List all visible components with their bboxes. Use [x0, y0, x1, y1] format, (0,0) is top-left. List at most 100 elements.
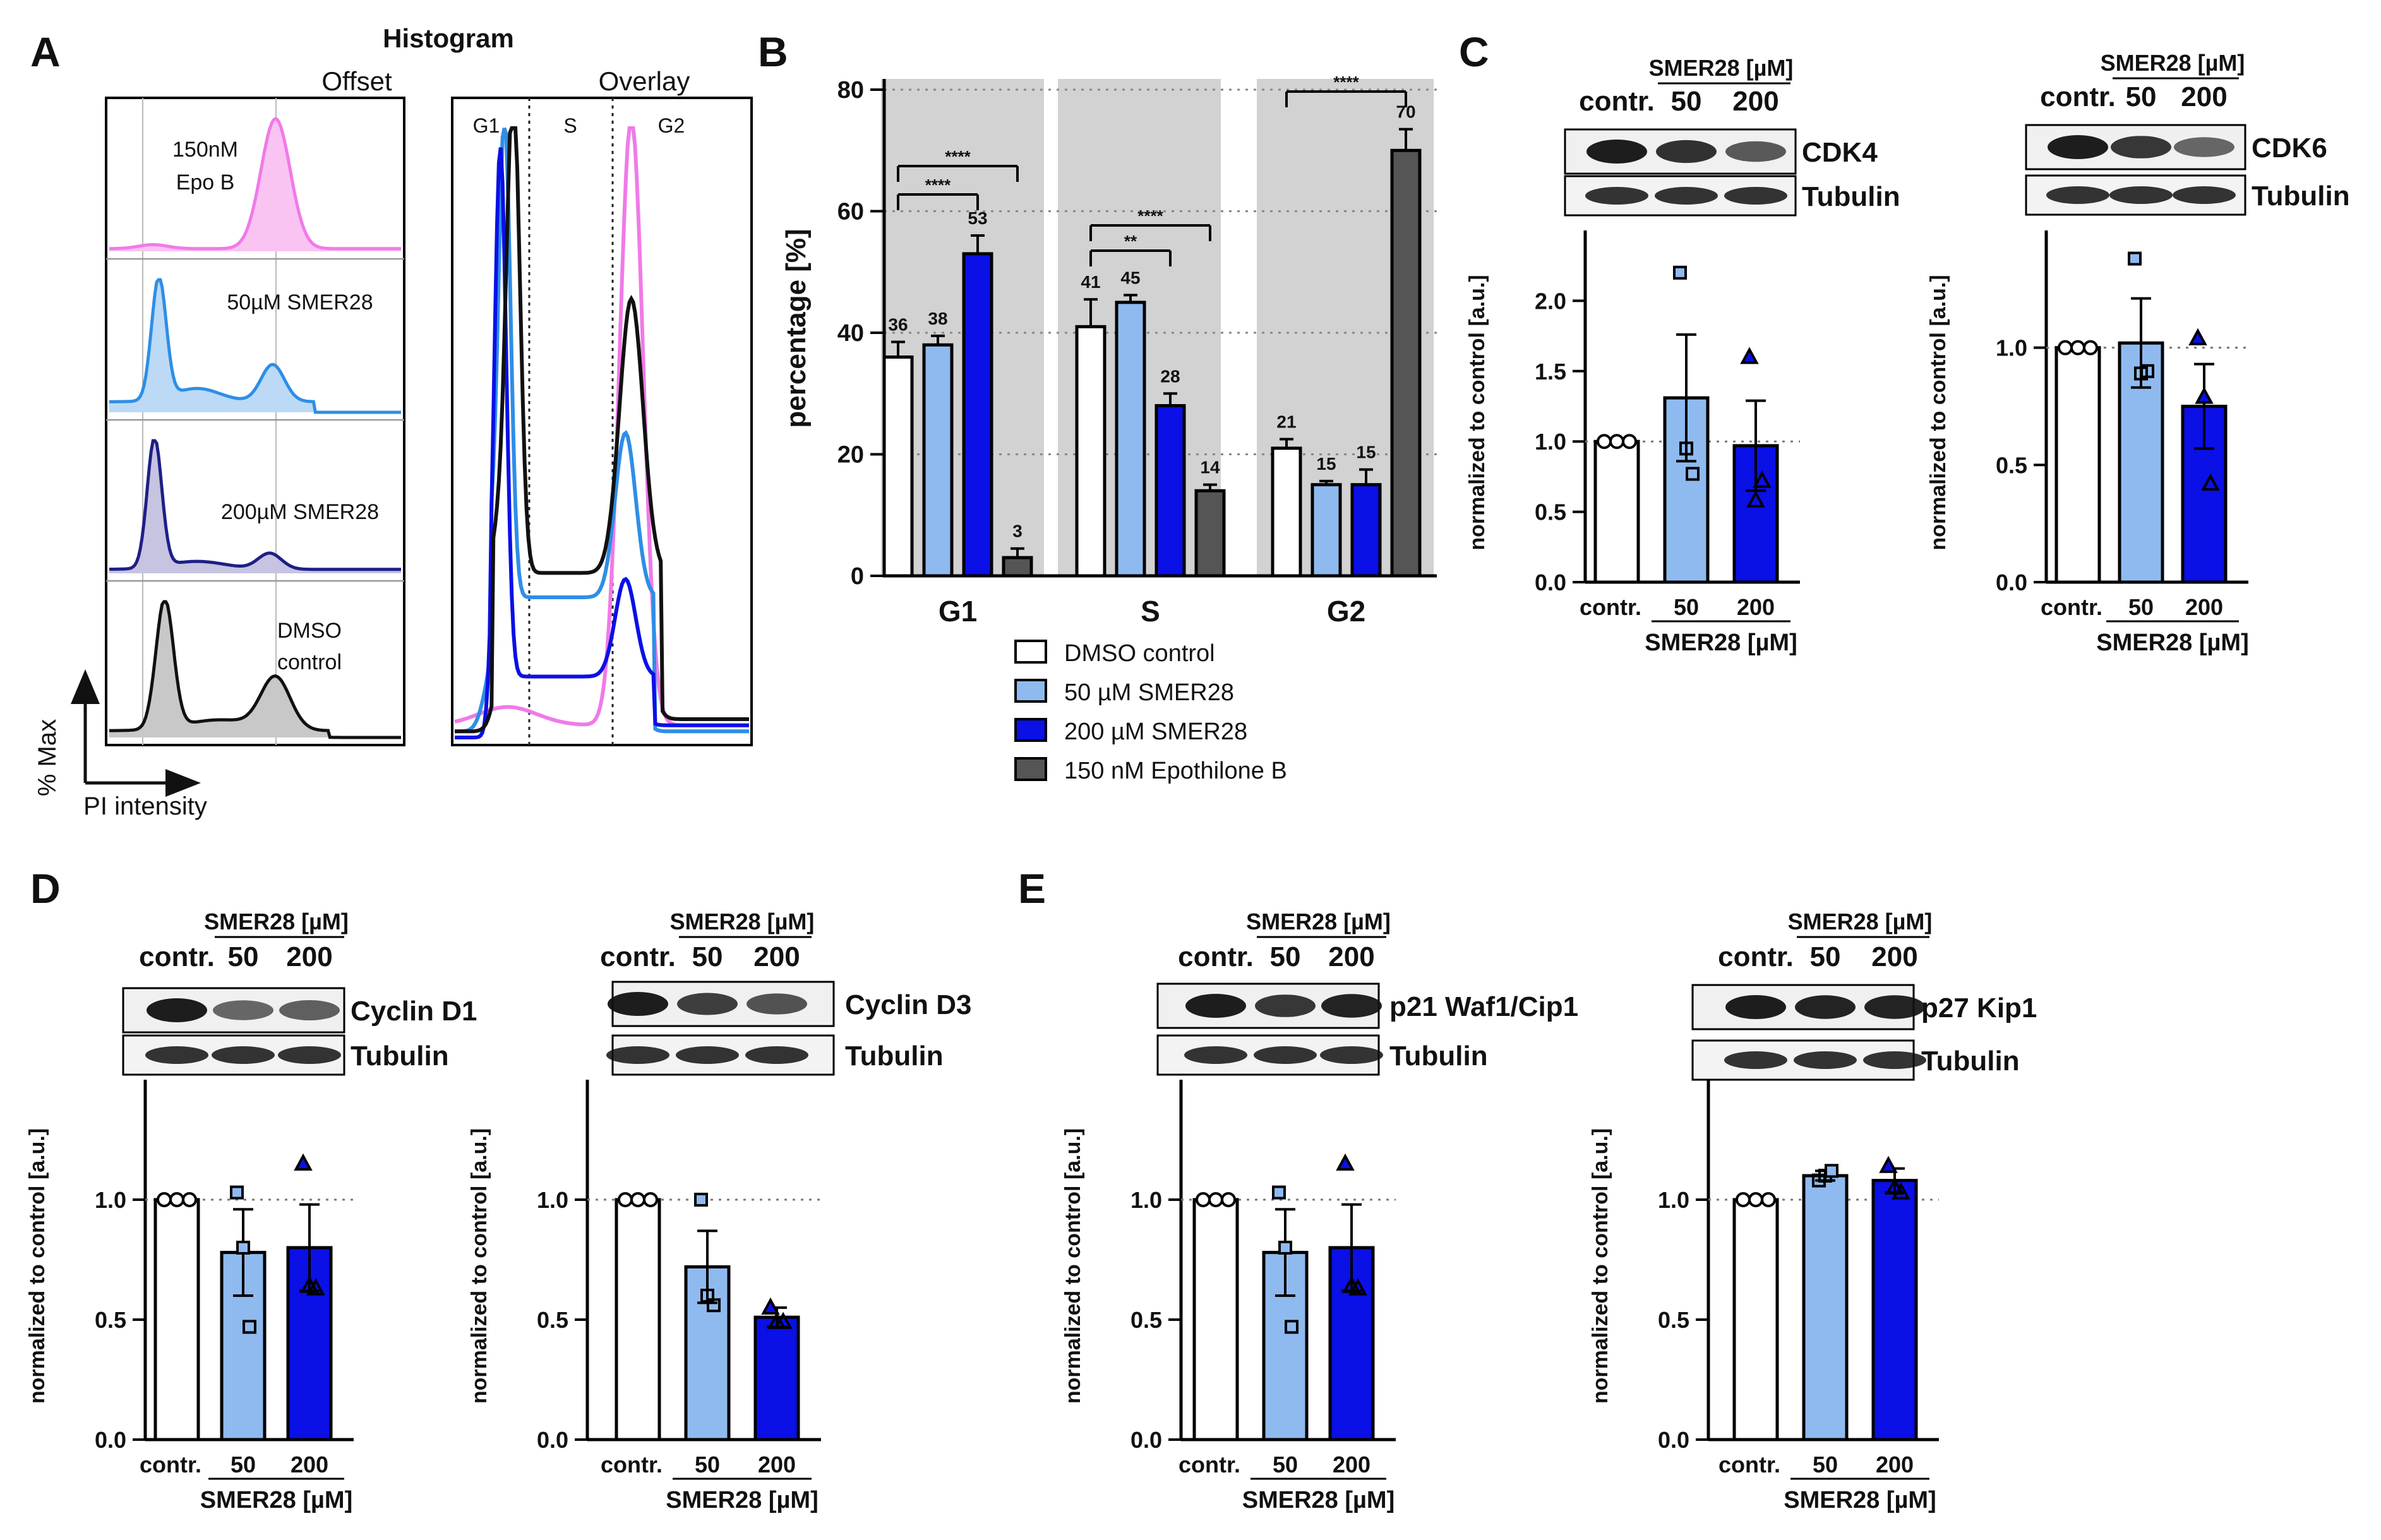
legend-label-1: 50 µM SMER28 — [1064, 679, 1234, 706]
quant-x-title-p27: SMER28 [µM] — [1784, 1487, 1936, 1513]
quant-point-CyclinD1-0-2 — [182, 1192, 197, 1207]
blot-protein-label-CyclinD3: Cyclin D3 — [845, 989, 972, 1020]
quant-x-title-CyclinD1: SMER28 [µM] — [200, 1487, 352, 1513]
band-protein-CDK6-0 — [2048, 135, 2108, 159]
quant-point-CDK6-2-2 — [2201, 473, 2220, 491]
phase-label-s: S — [563, 114, 577, 137]
bar-S-2 — [1155, 404, 1186, 578]
band-tubulin-p21-1 — [1254, 1046, 1317, 1064]
panel-b: B 0 20 40 60 80 percentage [%] 36 38 53 3 G1 41 45 28 1… — [758, 28, 1437, 628]
quant-x-label-contr-p21: contr. — [1179, 1452, 1240, 1477]
lane-label-contr-CDK6: contr. — [2040, 81, 2116, 112]
sig-label-1: **** — [925, 176, 951, 194]
quant-point-CDK6-0-2 — [2083, 340, 2098, 355]
bar-G2-3 — [1390, 148, 1422, 578]
lane-label-200-CyclinD1: 200 — [286, 941, 332, 972]
quant-bar-CyclinD3-2 — [753, 1315, 800, 1442]
quant-point-CyclinD1-0-1 — [169, 1192, 184, 1207]
band-protein-CyclinD3-2 — [747, 993, 807, 1015]
quant-y-tick-label-CyclinD3-0.5: 0.5 — [537, 1307, 568, 1333]
quant-point-CyclinD1-1-0 — [230, 1185, 244, 1200]
legend-swatch-2 — [1014, 718, 1047, 742]
blot-header-CDK6: SMER28 [µM] — [2101, 50, 2245, 76]
y-axis-title: percentage [%] — [781, 229, 812, 427]
panel-letter-d: D — [30, 865, 61, 912]
panel-a: A Histogram Offset Overlay 150nM Epo B 50µM SM… — [30, 23, 753, 820]
band-tubulin-p27-2 — [1863, 1051, 1926, 1069]
y-arrow-head — [71, 669, 100, 704]
quant-point-CyclinD3-1-0 — [694, 1193, 708, 1207]
quant-x-title-CyclinD3: SMER28 [µM] — [666, 1487, 818, 1513]
y-tick-label-60: 60 — [837, 199, 864, 225]
lane-label-200-p21: 200 — [1328, 941, 1374, 972]
quant-point-CDK6-1-0 — [2128, 251, 2142, 266]
band-protein-CDK6-1 — [2111, 136, 2171, 158]
value-label-G1-3: 3 — [1012, 522, 1023, 541]
quant-point-CDK4-0-0 — [1597, 434, 1612, 450]
quant-point-CyclinD3-0-2 — [643, 1192, 658, 1207]
quant-x-title-CDK4: SMER28 [µM] — [1645, 630, 1797, 656]
row-label-smer50: 50µM SMER28 — [227, 290, 373, 314]
bar-G1-3 — [1002, 556, 1033, 578]
quant-bar-p21-1 — [1262, 1251, 1309, 1442]
value-label-S-0: 41 — [1081, 272, 1100, 292]
band-tubulin-p21-0 — [1184, 1046, 1247, 1064]
lane-label-200-CDK4: 200 — [1732, 86, 1778, 117]
quant-point-CDK4-1-0 — [1673, 265, 1687, 280]
bar-G2-0 — [1271, 446, 1302, 578]
quant-point-CyclinD3-1-2 — [707, 1298, 721, 1313]
quant-y-tick-label-p21-0.5: 0.5 — [1131, 1307, 1162, 1333]
bar-S-0 — [1075, 325, 1107, 578]
quant-point-p21-1-1 — [1278, 1241, 1292, 1255]
quant-point-p27-0-2 — [1761, 1192, 1776, 1207]
sig-label-3: ** — [1124, 232, 1137, 251]
value-label-G2-0: 21 — [1276, 412, 1296, 431]
value-label-G2-2: 15 — [1356, 443, 1376, 462]
phase-label-g2: G2 — [658, 114, 685, 137]
histogram-line-2 — [109, 439, 401, 571]
quant-x-label-200-CyclinD1: 200 — [291, 1452, 328, 1477]
legend-swatch-3 — [1014, 757, 1047, 781]
blot-header-p27: SMER28 [µM] — [1788, 909, 1933, 934]
blot-header-p21: SMER28 [µM] — [1246, 909, 1391, 934]
lane-label-50-p27: 50 — [1810, 941, 1841, 972]
quant-x-label-200-CDK6: 200 — [2185, 594, 2223, 620]
quant-y-tick-label-CDK6-0.0: 0.0 — [1996, 570, 2027, 595]
row-label-epo-line2: Epo B — [176, 170, 235, 194]
quant-x-label-50-p27: 50 — [1813, 1452, 1838, 1477]
quant-y-tick-label-CDK4-1.0: 1.0 — [1535, 429, 1566, 455]
overlay-title: Overlay — [599, 66, 690, 96]
axis-label-pi: PI intensity — [83, 792, 207, 820]
quant-point-p21-1-2 — [1285, 1320, 1298, 1334]
bar-S-1 — [1115, 301, 1146, 578]
lane-label-200-CyclinD3: 200 — [753, 941, 800, 972]
quant-x-label-50-CyclinD3: 50 — [695, 1452, 720, 1477]
quant-y-tick-label-CDK4-0.0: 0.0 — [1535, 570, 1566, 595]
overlay-curve-2 — [455, 147, 749, 739]
quant-x-label-200-CDK4: 200 — [1737, 594, 1775, 620]
blot-tubulin-label-CDK6: Tubulin — [2252, 181, 2350, 212]
legend-label-3: 150 nM Epothilone B — [1064, 758, 1287, 784]
lane-label-200-p27: 200 — [1871, 941, 1917, 972]
overlay-curve-1 — [455, 128, 749, 734]
category-label-G2: G2 — [1327, 595, 1365, 628]
y-tick-label-40: 40 — [837, 320, 864, 347]
quant-y-tick-label-p21-1.0: 1.0 — [1131, 1187, 1162, 1213]
quant-point-CDK6-2-0 — [2188, 328, 2207, 345]
band-tubulin-p27-1 — [1794, 1051, 1857, 1069]
row-label-smer200: 200µM SMER28 — [221, 500, 379, 524]
value-label-S-1: 45 — [1120, 268, 1140, 287]
quant-point-CyclinD1-1-1 — [236, 1241, 250, 1255]
band-protein-CyclinD3-1 — [677, 993, 738, 1015]
band-protein-CDK4-0 — [1586, 140, 1647, 164]
band-protein-CyclinD1-2 — [279, 1000, 340, 1020]
band-protein-CDK4-1 — [1656, 140, 1717, 164]
lane-label-contr-CyclinD3: contr. — [600, 941, 676, 972]
quant-point-CyclinD1-2-0 — [294, 1153, 313, 1171]
quant-y-title-CyclinD3: normalized to control [a.u.] — [467, 1128, 491, 1404]
axis-label-max: % Max — [33, 719, 61, 796]
band-protein-CDK6-2 — [2174, 137, 2234, 157]
quant-y-tick-label-p27-0.0: 0.0 — [1658, 1427, 1689, 1453]
quant-point-CDK4-1-1 — [1679, 441, 1693, 456]
